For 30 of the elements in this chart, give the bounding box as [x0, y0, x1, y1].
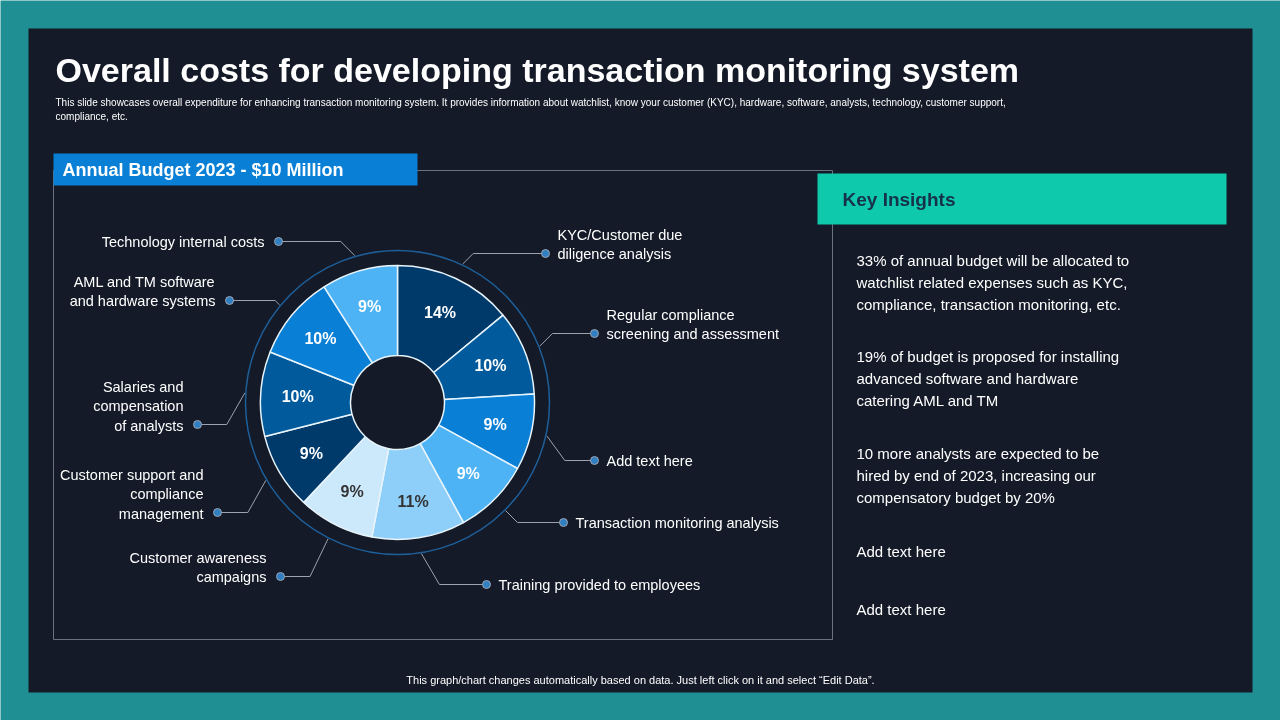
text: Add text here	[856, 601, 946, 618]
slice-label: KYC/Customer due diligence analysis	[557, 226, 683, 263]
data-label: 10%	[474, 357, 507, 375]
text: Annual Budget 2023 - $10 Million	[62, 159, 344, 180]
slice-label: Add text here	[606, 452, 693, 469]
slice-label: Customer support and compliance management	[60, 467, 204, 522]
data-label: 9%	[456, 464, 480, 482]
text: 33% of annual budget will be allocated to watchlist related expenses such as KYC, compliance, transaction monitoring, etc.	[855, 251, 1130, 313]
data-label: 11%	[397, 492, 429, 510]
data-label: 9%	[483, 415, 507, 433]
data-label: 10%	[304, 330, 337, 348]
slice-label: Training provided to employees	[498, 576, 701, 593]
data-label: 9%	[358, 297, 382, 315]
slice-label: Customer awareness campaigns	[129, 549, 267, 586]
data-label: 9%	[340, 483, 364, 501]
chart-title: Overall costs for developing transaction monitoring system	[55, 50, 1020, 89]
text: 10 more analysts are expected to be hired by end of 2023, increasing our compensatory budget by 20%	[856, 444, 1100, 506]
data-label: 14%	[424, 303, 457, 321]
text: This graph/chart changes automatically based on data. Just left click on it and select “Edit Data”.	[406, 673, 875, 686]
data-label: 10%	[281, 387, 314, 405]
chart-subtitle: This slide showcases overall expenditure for enhancing transaction monitoring system. It provides information about watchlist, know your customer (KYC), hardware, software, analysts, technology, customer support, compliance, etc.	[55, 96, 1006, 123]
slice-label: Technology internal costs	[101, 233, 265, 250]
slice-label: Salaries and compensation of analysts	[93, 379, 184, 434]
slice-label: AML and TM software and hardware systems	[69, 273, 216, 310]
text: 19% of budget is proposed for installing advanced software and hardware catering AML and TM	[856, 347, 1120, 409]
text: Key Insights	[842, 189, 956, 210]
slice-label: Regular compliance screening and assessment	[606, 306, 779, 343]
text: Add text here	[856, 543, 946, 560]
data-label: 9%	[299, 444, 323, 462]
slice-label: Transaction monitoring analysis	[575, 514, 779, 531]
